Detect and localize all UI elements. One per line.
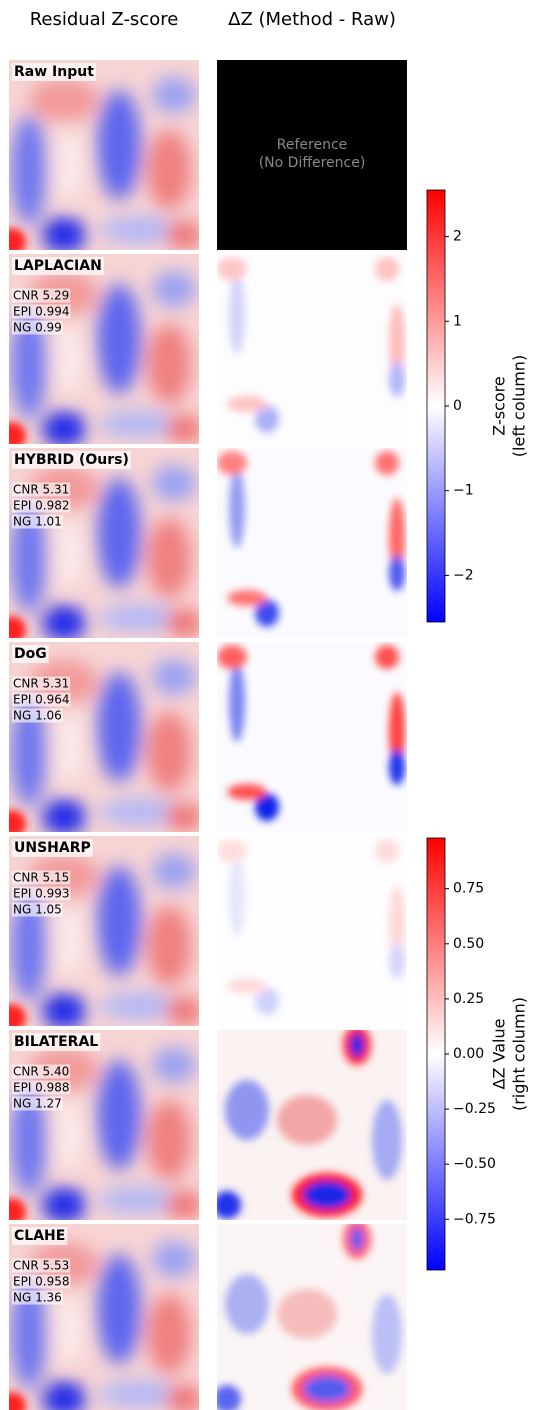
row-label: Raw Input <box>14 64 94 80</box>
metric: NG 1.01 <box>13 515 62 529</box>
metric: EPI 0.988 <box>13 1081 70 1095</box>
colorbar-label: Z-score <box>490 376 509 435</box>
metric-background <box>12 498 71 513</box>
diff-image <box>217 448 407 638</box>
metric-background <box>12 676 71 691</box>
column-title: Residual Z-score <box>30 9 179 30</box>
row: DoG CNR 5.31 EPI 0.964 NG 1.06 <box>0 642 407 838</box>
label-background <box>12 451 131 469</box>
metric: EPI 0.964 <box>13 693 70 707</box>
row: Reference (No Difference) Raw Input <box>0 60 407 256</box>
reference-text: Reference <box>277 137 348 153</box>
heatmap-image <box>0 1030 202 1226</box>
row: UNSHARP CNR 5.15 EPI 0.993 NG 1.05 <box>0 836 407 1032</box>
colorbar-tick-label: 2 <box>453 229 462 245</box>
metric-background <box>12 1080 71 1095</box>
colorbar-tick-label: 1 <box>453 313 462 329</box>
metric-background <box>12 288 71 303</box>
colorbar-label: (right column) <box>510 997 529 1111</box>
metric: NG 0.99 <box>13 321 62 335</box>
colorbar: −2 −1 0 1 2 Z-score (left column) <box>426 189 529 623</box>
heatmap-image <box>0 836 202 1032</box>
metric-background <box>12 692 71 707</box>
metric-background <box>12 304 71 319</box>
diff-image <box>213 1025 407 1220</box>
colorbar-tick-label: −0.25 <box>453 1101 496 1117</box>
colorbar-label: (left column) <box>510 355 529 457</box>
label-background <box>12 1033 101 1051</box>
colorbar-tick-label: 0.00 <box>453 1046 484 1062</box>
metric-background <box>12 482 71 497</box>
metric-background <box>12 1064 71 1079</box>
reference-text: (No Difference) <box>259 155 366 171</box>
diff-image <box>217 642 407 832</box>
row-label: CLAHE <box>14 1228 65 1244</box>
metric-background <box>12 902 63 917</box>
metric: NG 1.36 <box>13 1291 62 1305</box>
metric-background <box>12 1096 63 1111</box>
row: LAPLACIAN CNR 5.29 EPI 0.994 NG 0.99 <box>0 254 407 450</box>
metric: NG 1.05 <box>13 903 62 917</box>
colorbar-tick-label: 0.50 <box>453 936 484 952</box>
metric: CNR 5.29 <box>13 289 69 303</box>
row-label: HYBRID (Ours) <box>14 452 129 468</box>
metric: CNR 5.53 <box>13 1259 69 1273</box>
metric-background <box>12 1274 71 1289</box>
label-background <box>12 257 104 275</box>
metric-background <box>12 514 63 529</box>
row: HYBRID (Ours) CNR 5.31 EPI 0.982 NG 1.01 <box>0 448 407 644</box>
colorbar-tick-label: −0.75 <box>453 1211 496 1227</box>
metric: EPI 0.994 <box>13 305 70 319</box>
metric-background <box>12 886 71 901</box>
diff-image <box>217 254 407 444</box>
colorbar-tick-label: −1 <box>453 483 474 499</box>
reference-panel <box>217 60 407 250</box>
colorbar-tick-label: 0.75 <box>453 881 484 897</box>
heatmap-image <box>0 448 202 644</box>
label-background <box>12 839 93 857</box>
metric-background <box>12 1290 63 1305</box>
metric-background <box>12 708 63 723</box>
colorbar-tick-label: −2 <box>453 567 474 583</box>
diff-image <box>217 836 407 1026</box>
row-label: DoG <box>14 646 47 662</box>
heatmap-image <box>0 1224 202 1410</box>
diff-image <box>213 1219 407 1410</box>
colorbar-tick-label: −0.50 <box>453 1156 496 1172</box>
metric: EPI 0.958 <box>13 1275 70 1289</box>
colorbar: −0.75 −0.50 −0.25 0.00 0.25 0.50 0.75 ΔZ Value(… <box>426 837 529 1271</box>
heatmap-image <box>0 60 202 256</box>
metric-background <box>12 320 63 335</box>
metric: NG 1.06 <box>13 709 62 723</box>
heatmap-image <box>0 642 202 838</box>
label-background <box>12 63 97 81</box>
metric: NG 1.27 <box>13 1097 62 1111</box>
row-label: BILATERAL <box>14 1034 98 1050</box>
colorbar-gradient <box>426 837 446 1271</box>
row-label: LAPLACIAN <box>14 258 102 274</box>
row: CLAHE CNR 5.53 EPI 0.958 NG 1.36 <box>0 1219 407 1410</box>
label-background <box>12 1227 68 1245</box>
metric-background <box>12 1258 71 1273</box>
colorbar-gradient <box>426 189 446 623</box>
colorbar-tick-label: 0 <box>453 398 462 414</box>
column-title: ΔZ (Method - Raw) <box>228 9 396 30</box>
metric: CNR 5.15 <box>13 871 69 885</box>
row: BILATERAL CNR 5.40 EPI 0.988 NG 1.27 <box>0 1025 407 1226</box>
metric: CNR 5.31 <box>13 677 69 691</box>
colorbar-tick-label: 0.25 <box>453 991 484 1007</box>
metric: CNR 5.31 <box>13 483 69 497</box>
heatmap-image <box>0 254 202 450</box>
metric: CNR 5.40 <box>13 1065 69 1079</box>
metric: EPI 0.982 <box>13 499 70 513</box>
metric-background <box>12 870 71 885</box>
metric: EPI 0.993 <box>13 887 70 901</box>
colorbar-label: ΔZ Value <box>490 1019 509 1090</box>
label-background <box>12 645 49 663</box>
row-label: UNSHARP <box>14 840 91 856</box>
